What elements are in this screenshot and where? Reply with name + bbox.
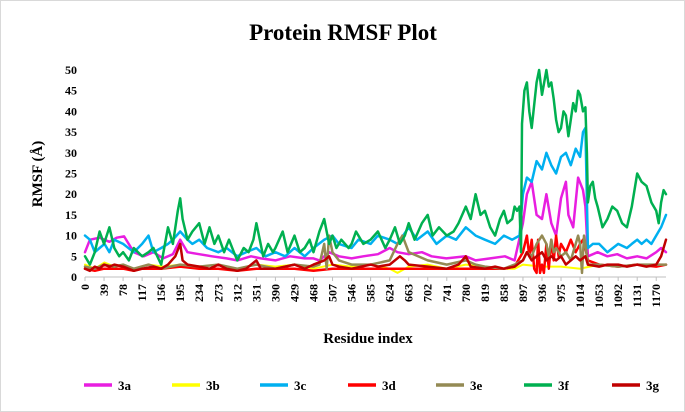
x-tick-label: 624 [383,284,397,302]
legend-label-3f: 3f [558,378,570,393]
x-tick-label: 468 [306,284,320,302]
x-tick-label: 546 [345,284,359,302]
legend: 3a 3b 3c 3d 3e 3f 3g [84,378,660,393]
x-tick-label: 819 [478,284,492,302]
x-tick-label: 1053 [592,284,606,308]
x-tick-label: 507 [326,284,340,302]
x-tick-label: 780 [459,284,473,302]
series-3g-line [83,238,668,273]
legend-label-3c: 3c [294,378,307,393]
series-3a-line [83,176,668,262]
x-axis-label: Residue index [323,331,413,347]
x-tick-label: 351 [249,284,263,302]
y-tick-label: 5 [71,249,77,263]
x-tick-label: 273 [211,284,225,302]
legend-label-3e: 3e [470,378,483,393]
x-tick-label: 585 [364,284,378,302]
x-tick-label: 975 [554,284,568,302]
legend-label-3d: 3d [382,378,397,393]
x-tick-label: 663 [402,284,416,302]
x-tick-label: 1092 [611,284,625,308]
axes: 0 5 10 15 20 25 30 35 40 45 50 0 39 78 117 156 195 234 273… [65,63,666,308]
x-tick-label: 78 [116,284,130,296]
series-lines [83,68,668,275]
y-tick-label: 25 [65,167,77,181]
y-tick-label: 20 [65,187,77,201]
chart-title: Protein RMSF Plot [249,20,437,45]
x-tick-label: 234 [192,284,206,302]
y-tick-label: 0 [71,270,77,284]
x-tick-label: 936 [535,284,549,302]
legend-label-3a: 3a [118,378,132,393]
x-tick-label: 39 [97,284,111,296]
x-tick-label: 1131 [630,284,644,307]
y-tick-label: 35 [65,125,77,139]
series-3f-line [83,68,668,266]
x-tick-label: 0 [78,284,92,290]
x-tick-label: 702 [421,284,435,302]
x-tick-label: 195 [173,284,187,302]
y-tick-label: 50 [65,63,77,77]
x-tick-label: 390 [268,284,282,302]
x-tick-label: 897 [516,284,530,302]
x-tick-label: 741 [440,284,454,302]
x-tick-label: 156 [154,284,168,302]
y-tick-label: 45 [65,84,77,98]
legend-label-3b: 3b [206,378,220,393]
legend-label-3g: 3g [646,378,660,393]
x-tick-label: 1014 [573,284,587,308]
x-tick-label: 117 [135,284,149,301]
x-tick-label: 429 [287,284,301,302]
x-tick-label: 1170 [649,284,663,307]
y-tick-label: 40 [65,104,77,118]
x-tick-label: 312 [230,284,244,302]
y-tick-label: 30 [65,146,77,160]
x-tick-label: 858 [497,284,511,302]
y-tick-label: 10 [65,229,77,243]
y-tick-label: 15 [65,208,77,222]
y-axis-label: RMSF (Å) [30,141,46,208]
